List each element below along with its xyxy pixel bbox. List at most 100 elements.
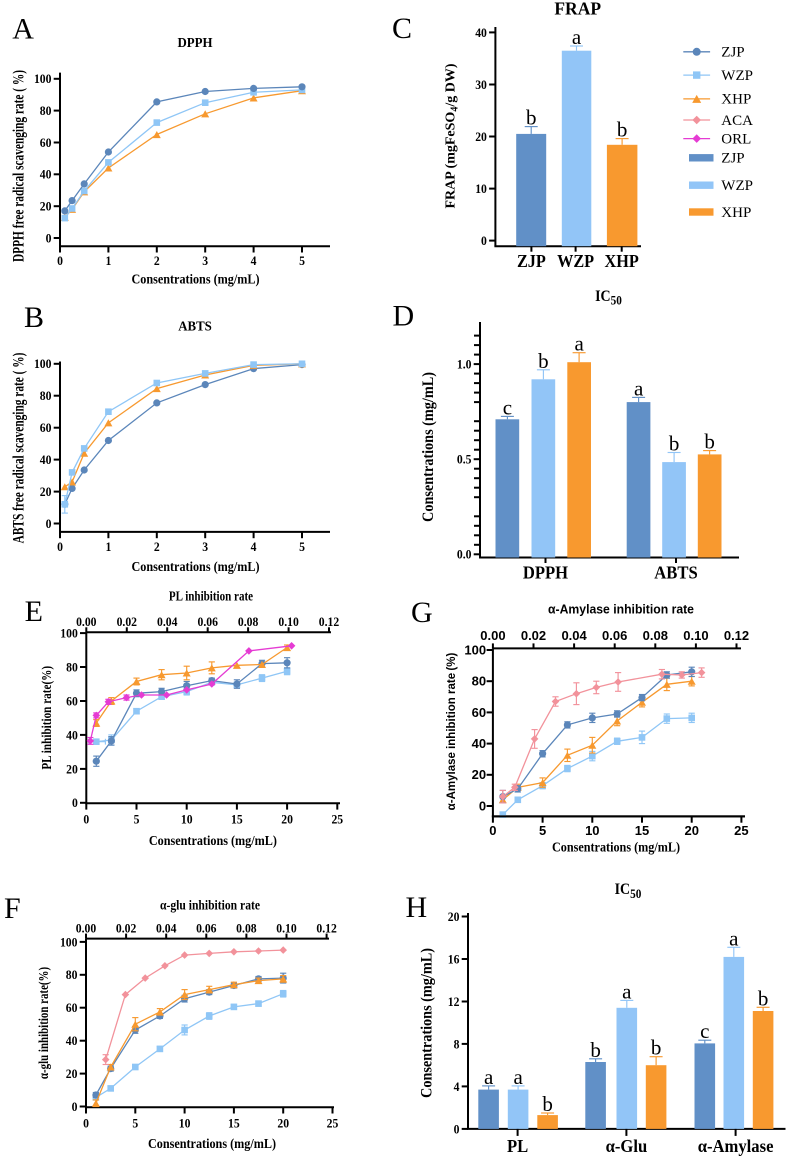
- svg-text:40: 40: [40, 452, 52, 467]
- svg-text:PL inhibition rate: PL inhibition rate: [169, 588, 254, 604]
- svg-text:80: 80: [66, 968, 78, 983]
- svg-text:100: 100: [464, 642, 486, 657]
- svg-text:25: 25: [331, 812, 343, 827]
- svg-text:0: 0: [46, 516, 52, 531]
- svg-text:25: 25: [734, 823, 748, 838]
- svg-text:C: C: [392, 12, 412, 45]
- svg-text:ABTS: ABTS: [178, 318, 212, 334]
- svg-text:60: 60: [66, 1001, 78, 1016]
- svg-text:b: b: [704, 430, 715, 454]
- svg-text:WZP: WZP: [557, 251, 594, 271]
- svg-text:30: 30: [475, 77, 487, 92]
- svg-text:5: 5: [132, 1116, 138, 1131]
- svg-text:5: 5: [299, 254, 305, 269]
- svg-text:0.12: 0.12: [316, 921, 336, 936]
- svg-text:ZJP: ZJP: [517, 251, 546, 271]
- svg-text:b: b: [669, 432, 680, 456]
- svg-text:b: b: [538, 349, 549, 373]
- svg-text:a: a: [622, 979, 632, 1003]
- svg-text:0.5: 0.5: [457, 452, 472, 467]
- svg-text:b: b: [526, 106, 537, 130]
- svg-text:IC50: IC50: [615, 882, 642, 901]
- svg-text:100: 100: [60, 626, 78, 641]
- svg-text:8: 8: [454, 1037, 460, 1052]
- svg-text:10: 10: [585, 823, 599, 838]
- svg-text:b: b: [617, 118, 628, 142]
- svg-text:40: 40: [475, 25, 487, 40]
- svg-text:15: 15: [231, 812, 243, 827]
- svg-text:F: F: [4, 892, 21, 925]
- svg-text:ACA: ACA: [721, 113, 753, 129]
- svg-text:XHP: XHP: [721, 205, 751, 221]
- svg-text:0: 0: [83, 812, 89, 827]
- svg-text:a: a: [572, 25, 582, 49]
- svg-text:20: 20: [281, 812, 293, 827]
- svg-text:Consentrations (mg/mL): Consentrations (mg/mL): [552, 839, 680, 855]
- svg-text:b: b: [758, 986, 769, 1010]
- svg-text:15: 15: [228, 1116, 240, 1131]
- svg-text:80: 80: [40, 103, 52, 118]
- svg-text:ABTS free radical scavenging r: ABTS free radical scavenging rate ( %): [11, 353, 28, 544]
- svg-text:A: A: [12, 12, 34, 45]
- svg-text:40: 40: [66, 728, 78, 743]
- svg-text:G: G: [411, 596, 433, 629]
- svg-text:20: 20: [448, 909, 460, 924]
- svg-text:c: c: [503, 395, 512, 419]
- svg-text:ABTS: ABTS: [654, 563, 697, 582]
- svg-text:ZJP: ZJP: [721, 151, 744, 167]
- svg-text:0.12: 0.12: [319, 614, 339, 629]
- svg-text:80: 80: [40, 389, 52, 404]
- svg-text:10: 10: [181, 812, 193, 827]
- svg-text:b: b: [590, 1038, 601, 1062]
- svg-text:4: 4: [251, 254, 257, 269]
- svg-text:α-glu inhibition rate: α-glu inhibition rate: [160, 897, 260, 912]
- svg-text:100: 100: [34, 357, 52, 372]
- svg-text:0.06: 0.06: [196, 921, 216, 936]
- svg-text:B: B: [24, 301, 44, 334]
- svg-text:40: 40: [40, 167, 52, 182]
- svg-text:0.02: 0.02: [116, 921, 136, 936]
- svg-text:α-glu inhibition rate(%): α-glu inhibition rate(%): [36, 967, 52, 1079]
- svg-text:Consentrations (mg/mL): Consentrations (mg/mL): [421, 372, 438, 522]
- svg-text:40: 40: [66, 1034, 78, 1049]
- svg-text:WZP: WZP: [721, 68, 753, 84]
- svg-text:a: a: [574, 332, 584, 356]
- svg-text:Consentrations (mg/mL): Consentrations (mg/mL): [419, 948, 436, 1098]
- svg-text:0: 0: [72, 796, 78, 811]
- svg-text:Consentrations (mg/mL): Consentrations (mg/mL): [149, 832, 277, 848]
- svg-text:Consentrations (mg/mL): Consentrations (mg/mL): [148, 1135, 276, 1151]
- svg-text:0.02: 0.02: [117, 614, 137, 629]
- svg-text:α-Amylase inhibition rate (%): α-Amylase inhibition rate (%): [446, 653, 458, 811]
- svg-text:0: 0: [489, 823, 496, 838]
- svg-text:DPPH free radical scavenging r: DPPH free radical scavenging rate ( %): [11, 70, 28, 262]
- svg-text:15: 15: [635, 823, 649, 838]
- svg-text:a: a: [513, 1065, 523, 1089]
- svg-text:0.06: 0.06: [602, 628, 627, 643]
- svg-text:0.10: 0.10: [278, 614, 298, 629]
- svg-text:60: 60: [40, 135, 52, 150]
- svg-text:0.04: 0.04: [561, 628, 587, 643]
- svg-text:ZJP: ZJP: [721, 45, 744, 61]
- svg-text:20: 20: [277, 1116, 289, 1131]
- svg-text:0: 0: [481, 233, 487, 248]
- svg-text:60: 60: [472, 705, 486, 720]
- svg-text:1: 1: [105, 254, 111, 269]
- svg-text:PL: PL: [507, 1137, 528, 1156]
- svg-text:0.0: 0.0: [457, 547, 472, 562]
- svg-text:25: 25: [327, 1116, 339, 1131]
- svg-text:3: 3: [202, 539, 208, 554]
- svg-text:5: 5: [134, 812, 140, 827]
- svg-text:3: 3: [202, 254, 208, 269]
- svg-text:2: 2: [154, 254, 160, 269]
- svg-text:0.12: 0.12: [724, 628, 749, 643]
- svg-text:0.00: 0.00: [76, 614, 96, 629]
- svg-text:0.08: 0.08: [236, 921, 256, 936]
- svg-text:ORL: ORL: [721, 131, 751, 147]
- svg-text:XHP: XHP: [721, 92, 751, 108]
- svg-text:Consentrations (mg/mL): Consentrations (mg/mL): [131, 271, 259, 287]
- svg-text:Consentrations (mg/mL): Consentrations (mg/mL): [131, 558, 259, 574]
- svg-text:1.0: 1.0: [457, 357, 472, 372]
- svg-text:1: 1: [105, 539, 111, 554]
- svg-text:60: 60: [66, 694, 78, 709]
- svg-text:10: 10: [179, 1116, 191, 1131]
